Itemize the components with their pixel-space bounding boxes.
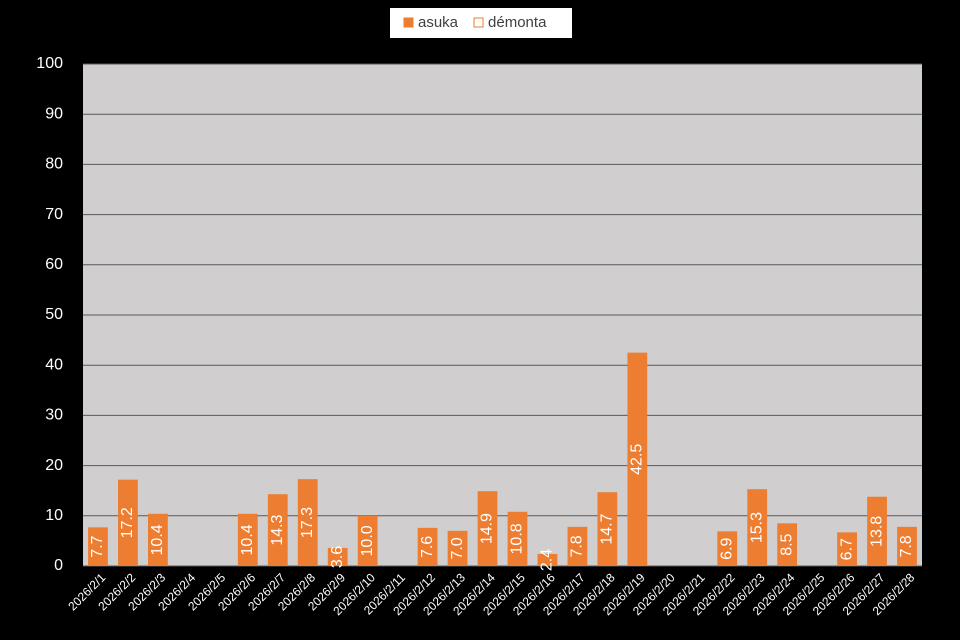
- bar: [327, 547, 348, 566]
- data-label: 2.4: [539, 549, 556, 571]
- data-label: 10.8: [509, 523, 526, 554]
- bar: [627, 352, 648, 566]
- legend-marker: [473, 17, 484, 28]
- data-label: 15.3: [748, 512, 765, 543]
- data-label: 14.3: [269, 514, 286, 545]
- data-label: 14.7: [599, 513, 616, 544]
- data-label: 3.6: [329, 546, 346, 568]
- data-label: 7.7: [89, 535, 106, 557]
- y-tick-label: 0: [54, 557, 63, 574]
- data-label: 10.4: [149, 524, 166, 555]
- data-label: 42.5: [629, 444, 646, 475]
- y-tick-label: 10: [45, 507, 63, 524]
- y-tick-label: 80: [45, 156, 63, 173]
- bar: [867, 496, 887, 566]
- data-label: 7.0: [449, 537, 466, 559]
- data-label: 10.0: [359, 525, 376, 556]
- bar: [537, 553, 558, 566]
- legend-label: démonta: [488, 14, 547, 31]
- y-tick-label: 90: [45, 105, 63, 122]
- y-tick-label: 40: [45, 356, 63, 373]
- data-label: 13.8: [868, 516, 885, 547]
- bar: [357, 515, 378, 566]
- bar: [777, 523, 798, 566]
- bar: [897, 526, 917, 566]
- legend-marker: [403, 17, 414, 28]
- data-label: 14.9: [479, 513, 496, 544]
- data-label: 10.4: [239, 524, 256, 555]
- y-tick-label: 60: [45, 256, 63, 273]
- data-label: 17.2: [119, 507, 136, 538]
- bar: [507, 511, 528, 566]
- y-tick-label: 20: [45, 457, 63, 474]
- bar: [837, 532, 857, 566]
- bar: [597, 492, 618, 566]
- bar: [88, 527, 108, 566]
- y-tick-label: 70: [45, 206, 63, 223]
- data-label: 7.8: [569, 535, 586, 557]
- y-tick-label: 100: [36, 55, 63, 72]
- y-tick-label: 50: [45, 306, 63, 323]
- bar: [477, 491, 498, 566]
- data-label: 17.3: [299, 507, 316, 538]
- y-tick-label: 30: [45, 407, 63, 424]
- bar: [118, 479, 138, 566]
- bar: [717, 531, 738, 566]
- bar: [297, 479, 318, 566]
- bar: [567, 526, 588, 566]
- data-label: 6.9: [718, 537, 735, 559]
- bar: [447, 530, 468, 566]
- bar: [267, 494, 288, 566]
- bar: [417, 527, 438, 566]
- data-label: 7.8: [898, 535, 915, 557]
- bar: [747, 489, 768, 566]
- data-label: 7.6: [419, 536, 436, 558]
- data-label: 6.7: [838, 538, 855, 560]
- data-label: 8.5: [778, 533, 795, 555]
- legend-label: asuka: [418, 14, 459, 31]
- bar: [237, 513, 258, 566]
- bar: [148, 513, 168, 566]
